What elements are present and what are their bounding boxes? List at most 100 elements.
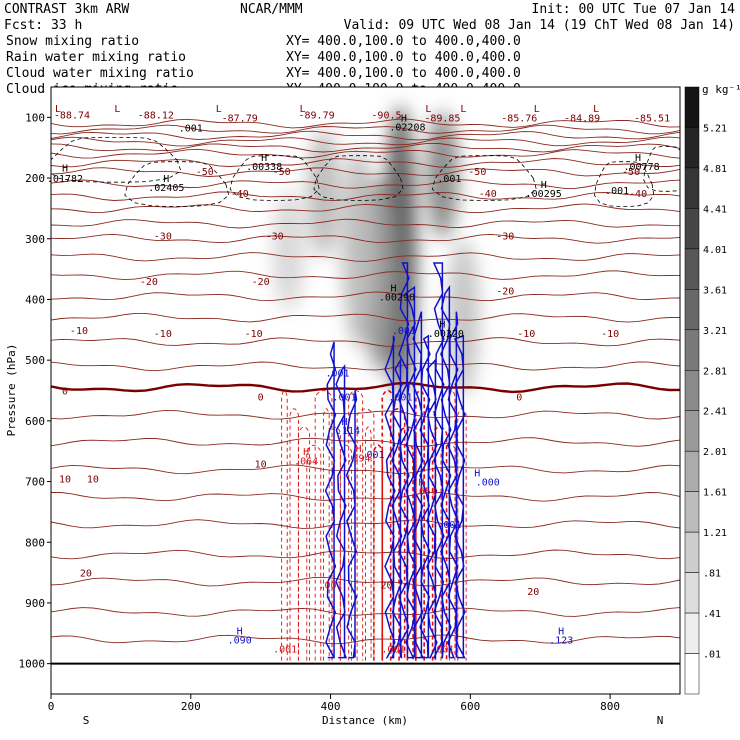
colorbar-swatch (684, 86, 700, 128)
isotherm-label: -50 (468, 167, 486, 178)
field-xsec-cloud-water: XY= 400.0,100.0 to 400.0,400.0 (286, 66, 521, 81)
colorbar-level-label: 4.81 (703, 164, 727, 175)
isotherm-zero (51, 381, 680, 394)
extrema-label: .001 (392, 326, 416, 337)
cloud-water-contour (324, 341, 337, 659)
isotherm-label: -20 (140, 277, 158, 288)
colorbar-swatch (684, 572, 700, 614)
x-tick-label: 800 (600, 700, 620, 713)
isotherm-label: 0 (62, 387, 68, 398)
isotherm-line (51, 124, 680, 135)
x-tick-label: 400 (321, 700, 341, 713)
isotherm-line (51, 142, 680, 153)
field-name-cloud-water: Cloud water mixing ratio (6, 66, 194, 81)
isotherm-line (51, 634, 680, 645)
isotherm-label: -10 (245, 329, 263, 340)
x-tick-label: 600 (460, 700, 480, 713)
colorbar-unit: g kg⁻¹ (702, 83, 740, 96)
extrema-label: L (534, 104, 540, 115)
isotherm-label: -90.5 (371, 110, 401, 121)
isotherm-label: -50 (622, 167, 640, 178)
isotherm-label: 20 (380, 581, 392, 592)
extrema-label: .001 (332, 393, 356, 404)
isotherm-line (51, 337, 680, 347)
isotherm-label: -85.76 (501, 113, 537, 124)
y-tick-label: 1000 (19, 658, 46, 671)
extrema-label: .001 (360, 450, 384, 461)
extrema-label: H (418, 478, 424, 489)
isotherm-line (51, 270, 680, 281)
extrema-label: L (300, 104, 306, 115)
y-axis-label: Pressure (hPa) (5, 344, 18, 437)
field-xsec-snow: XY= 400.0,100.0 to 400.0,400.0 (286, 34, 521, 49)
colorbar-swatch (684, 208, 700, 250)
isotherm-label: 0 (516, 393, 522, 404)
contour-label-layer: -88.74 -88.12 -87.79 -89.79 -90.5 -89.85 -85.7… (47, 104, 670, 655)
extrema-label: .090 (228, 635, 252, 646)
isotherm-line (51, 218, 680, 229)
field-name-rain: Rain water mixing ratio (6, 50, 186, 65)
isotherm-line (51, 179, 680, 189)
colorbar-swatch (684, 370, 700, 411)
rain-contour (365, 426, 372, 661)
x-end-label-south: S (83, 714, 90, 727)
extrema-label: .394 (346, 453, 370, 464)
extrema-label: .651 (413, 487, 437, 498)
x-tick-label: 200 (181, 700, 201, 713)
cloud-ice-contour (51, 137, 182, 183)
isotherm-line (51, 291, 680, 302)
isotherm-label: 10 (255, 459, 267, 470)
colorbar-swatch (684, 531, 700, 573)
colorbar-level-label: 4.41 (703, 204, 727, 215)
cloud-water-contour (412, 311, 425, 659)
colorbar-swatch (684, 612, 700, 654)
isotherm-label: -50 (273, 167, 291, 178)
y-tick-label: 600 (25, 415, 45, 428)
extrema-label: H (261, 153, 267, 164)
y-tick-label: 100 (25, 111, 45, 124)
y-tick-label: 500 (25, 354, 45, 367)
rain-contour (314, 390, 333, 661)
rain-contour (331, 426, 341, 661)
extrema-label: H (541, 180, 547, 191)
extrema-label: H (474, 468, 480, 479)
colorbar-level-label: 1.61 (703, 488, 727, 499)
cloud-water-contour (453, 334, 466, 659)
valid-time: Valid: 09 UTC Wed 08 Jan 14 (19 ChT Wed … (344, 18, 735, 33)
extrema-label: H (62, 164, 68, 175)
isotherm-line (51, 519, 680, 529)
isotherm-label: -10 (70, 326, 88, 337)
extrema-label: L (593, 104, 599, 115)
extrema-label: .00290 (379, 292, 415, 303)
extrema-label: H (163, 174, 169, 185)
extrema-label: H (439, 320, 445, 331)
institution-label: NCAR/MMM (240, 2, 303, 17)
rain-contour (339, 444, 352, 661)
isotherm-label: -30 (496, 232, 514, 243)
plot-frame (50, 86, 681, 695)
cloud-water-contour (440, 284, 452, 659)
colorbar-swatch (684, 167, 700, 209)
isotherm-label: -40 (231, 189, 249, 200)
isotherm-label: -30 (266, 232, 284, 243)
cloud-ice-contour (593, 161, 655, 207)
extrema-label: .001 (325, 368, 349, 379)
isotherm-label: -10 (517, 329, 535, 340)
cloud-water-contour (345, 390, 358, 659)
isotherm-label: -10 (601, 329, 619, 340)
colorbar: 5.21 4.81 4.41 4.01 3.61 3.21 2.81 2.41 2.01 1.61… (684, 86, 727, 695)
snow-plume (342, 147, 375, 349)
isotherm-line (51, 158, 680, 168)
colorbar-level-label: 4.01 (703, 245, 727, 256)
isotherm-line (51, 191, 680, 202)
y-tick-label: 700 (25, 476, 45, 489)
extrema-label: H (390, 283, 396, 294)
isotherm-line (51, 167, 680, 177)
extrema-label: H (355, 444, 361, 455)
cloud-water-contour (390, 357, 403, 659)
isotherm-label: -40 (479, 189, 497, 200)
colorbar-level-label: 2.41 (703, 407, 727, 418)
cloud-ice-contour (229, 155, 320, 201)
isotherm-line (51, 130, 680, 141)
